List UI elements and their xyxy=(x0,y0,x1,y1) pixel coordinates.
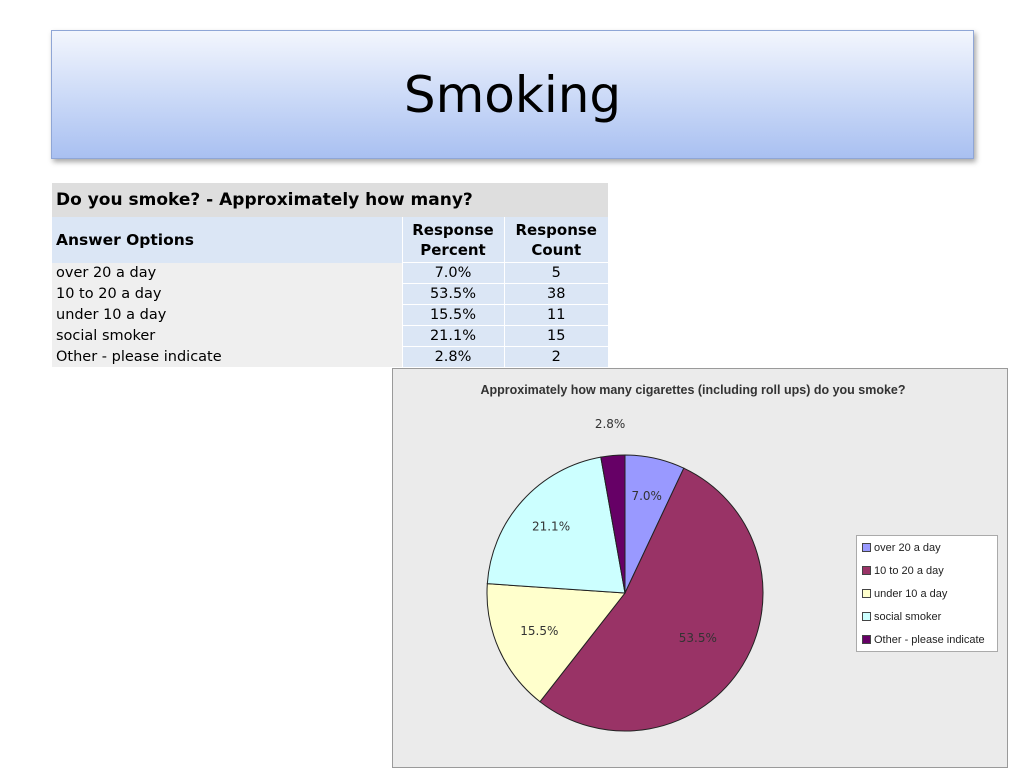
row-count: 2 xyxy=(503,346,608,367)
row-option: social smoker xyxy=(52,325,402,347)
legend-label: social smoker xyxy=(874,610,942,623)
chart-title: Approximately how many cigarettes (inclu… xyxy=(480,383,906,397)
legend-label: 10 to 20 a day xyxy=(874,564,944,577)
chart-legend: over 20 a day 10 to 20 a day under 10 a da… xyxy=(856,535,998,652)
pie-data-label: 53.5% xyxy=(679,631,717,645)
pie-slice xyxy=(486,456,626,594)
pie-chart-area: 7.0% 53.5% 15.5% 21.1% 2.8% Approximately ho… xyxy=(392,368,1008,768)
legend-item: over 20 a day xyxy=(857,536,997,559)
question-text: Do you smoke? - Approximately how many? xyxy=(52,183,608,217)
header-row: Answer Options Response Percent Response… xyxy=(52,217,608,263)
pie-data-label: 21.1% xyxy=(532,520,570,534)
legend-swatch xyxy=(862,612,871,621)
survey-table: Do you smoke? - Approximately how many? … xyxy=(52,183,608,367)
legend-item: Other - please indicate xyxy=(857,628,997,651)
legend-swatch xyxy=(862,635,871,644)
header-answer-options: Answer Options xyxy=(52,217,402,263)
table-row: Other - please indicate 2.8% 2 xyxy=(52,346,608,367)
pie-slice xyxy=(539,467,764,732)
legend-swatch xyxy=(862,566,871,575)
row-option: under 10 a day xyxy=(52,304,402,326)
legend-label: under 10 a day xyxy=(874,587,948,600)
row-option: Other - please indicate xyxy=(52,346,402,367)
legend-swatch xyxy=(862,543,871,552)
row-count: 15 xyxy=(503,325,608,347)
pie-slice xyxy=(600,454,626,594)
pie-data-label: 15.5% xyxy=(520,624,558,638)
legend-item: 10 to 20 a day xyxy=(857,559,997,582)
pie-slice xyxy=(486,583,626,703)
pie-chart: 7.0% 53.5% 15.5% 21.1% 2.8% xyxy=(486,417,764,732)
row-percent: 21.1% xyxy=(401,325,504,347)
table-row: 10 to 20 a day 53.5% 38 xyxy=(52,283,608,305)
legend-label: over 20 a day xyxy=(874,541,941,554)
row-percent: 7.0% xyxy=(401,262,504,284)
row-option: 10 to 20 a day xyxy=(52,283,402,305)
title-banner: Smoking xyxy=(51,30,974,159)
row-option: over 20 a day xyxy=(52,262,402,284)
row-percent: 15.5% xyxy=(401,304,504,326)
legend-swatch xyxy=(862,589,871,598)
table-row: over 20 a day 7.0% 5 xyxy=(52,262,608,284)
row-count: 11 xyxy=(503,304,608,326)
table-row: under 10 a day 15.5% 11 xyxy=(52,304,608,326)
question-row: Do you smoke? - Approximately how many? xyxy=(52,183,608,217)
legend-item: social smoker xyxy=(857,605,997,628)
pie-data-label: 2.8% xyxy=(595,417,626,431)
header-response-count: Response Count xyxy=(503,217,608,263)
row-count: 38 xyxy=(503,283,608,305)
legend-label: Other - please indicate xyxy=(874,633,985,646)
row-percent: 53.5% xyxy=(401,283,504,305)
row-percent: 2.8% xyxy=(401,346,504,367)
slide-title: Smoking xyxy=(403,65,622,124)
legend-item: under 10 a day xyxy=(857,582,997,605)
pie-data-label: 7.0% xyxy=(631,489,662,503)
table-row: social smoker 21.1% 15 xyxy=(52,325,608,347)
row-count: 5 xyxy=(503,262,608,284)
header-response-percent: Response Percent xyxy=(401,217,504,263)
